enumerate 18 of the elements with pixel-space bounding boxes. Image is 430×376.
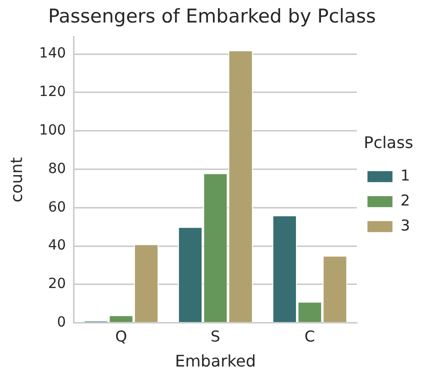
legend-label: 3 [400, 216, 410, 234]
y-tick-label: 0 [57, 314, 66, 330]
x-tick-label: C [304, 328, 316, 346]
y-tick-label: 120 [39, 84, 66, 100]
legend-label: 2 [400, 191, 410, 210]
y-tick-label: 20 [48, 276, 66, 292]
chart-title: Passengers of Embarked by Pclass [48, 5, 376, 28]
legend-label: 1 [400, 166, 410, 184]
x-axis-title: Embarked [174, 352, 256, 371]
y-tick-label: 140 [39, 46, 66, 62]
x-tick-label: S [210, 328, 220, 346]
legend-title: Pclass [364, 133, 414, 152]
y-tick-label: 80 [48, 160, 66, 177]
x-tick-label: Q [115, 328, 127, 346]
y-tick-label: 60 [48, 199, 66, 216]
y-axis-title: count [6, 157, 26, 202]
y-tick-label: 40 [48, 238, 66, 254]
y-tick-label: 100 [39, 122, 66, 138]
